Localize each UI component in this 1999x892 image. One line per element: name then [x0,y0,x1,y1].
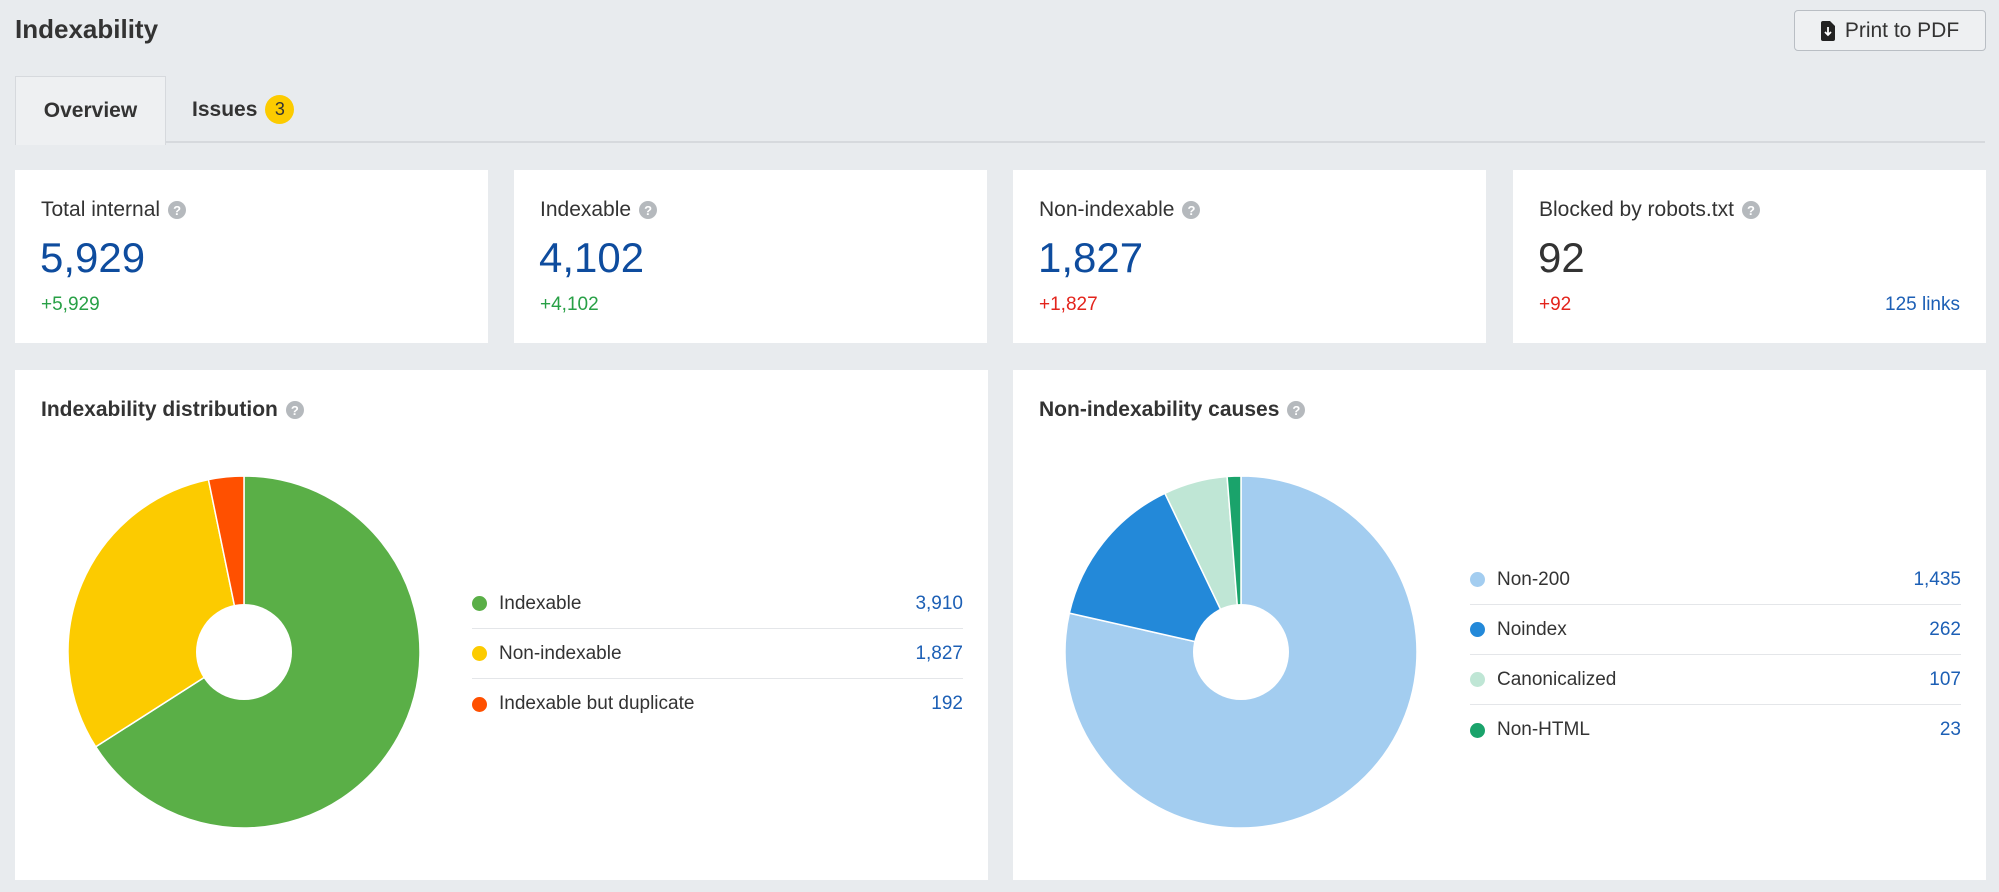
card-value[interactable]: 5,929 [40,234,146,281]
legend-value[interactable]: 1,827 [915,642,963,664]
legend-value[interactable]: 3,910 [915,592,963,614]
legend-value[interactable]: 107 [1929,668,1961,690]
card-label: Indexable [540,198,632,221]
legend-dot [472,696,487,712]
legend-dot [1470,572,1485,587]
help-icon[interactable]: ? [1182,201,1201,219]
help-icon[interactable]: ? [285,401,304,419]
legend-dot [472,646,487,661]
panel-title: Non-indexability causes [1039,398,1280,421]
card-value: 92 [1538,234,1585,281]
legend-label: Non-indexable [499,642,622,664]
legend-value[interactable]: 262 [1929,618,1961,640]
card-total-internal: Total internal? 5,929 +5,929 [15,170,488,343]
indexability-pie [67,475,421,829]
card-delta: +1,827 [1039,294,1098,315]
file-download-icon [1820,20,1835,41]
legend-item: Canonicalized 107 [1470,655,1961,705]
card-blocked-by-robots: Blocked by robots.txt? 92 +92 125 links [1513,170,1986,343]
legend-label: Noindex [1497,618,1567,640]
legend-label: Canonicalized [1497,668,1617,690]
card-non-indexable: Non-indexable? 1,827 +1,827 [1013,170,1486,343]
legend-label: Non-HTML [1497,719,1590,740]
issues-count-badge: 3 [265,95,295,124]
card-value[interactable]: 1,827 [1038,234,1144,281]
donut-hole [196,604,292,700]
indexability-legend: Indexable 3,910 Non-indexable 1,827 Indexabl… [472,579,963,729]
legend-item: Indexable 3,910 [472,579,963,629]
panel-title: Indexability distribution [41,398,278,421]
card-delta: +92 [1539,294,1572,315]
legend-item: Non-HTML 23 [1470,705,1961,755]
non-indexability-legend: Non-200 1,435 Noindex 262 Canonicalized 107 No… [1470,555,1961,755]
donut-hole [1193,604,1289,700]
card-label: Non-indexable [1039,198,1175,221]
legend-label: Indexable [499,592,582,614]
tab-overview-label: Overview [43,99,138,122]
legend-dot [472,596,487,611]
card-label: Blocked by robots.txt [1539,198,1734,221]
tab-bar: Overview Issues 3 [15,76,1985,145]
tab-issues-label: Issues [192,97,258,121]
page-title: Indexability [15,14,159,44]
non-indexability-pie [1064,475,1418,829]
help-icon[interactable]: ? [639,201,658,219]
pie-slice-noindex[interactable] [1068,492,1243,654]
legend-item: Non-indexable 1,827 [472,629,963,679]
legend-dot [1470,622,1485,637]
print-to-pdf-button[interactable]: Print to PDF [1794,10,1986,51]
indexability-distribution-panel: Indexability distribution? Indexable 3,91… [15,370,988,880]
legend-item: Noindex 262 [1470,605,1961,655]
help-icon[interactable]: ? [168,201,187,219]
legend-item: Indexable but duplicate 192 [472,679,963,729]
card-delta: +4,102 [540,294,599,315]
legend-dot [1470,672,1485,687]
legend-label: Indexable but duplicate [499,693,695,714]
pie-slice-non-indexable[interactable] [67,478,245,748]
legend-value[interactable]: 192 [931,693,963,714]
card-value[interactable]: 4,102 [539,234,645,281]
legend-label: Non-200 [1497,568,1570,590]
tab-overview[interactable]: Overview [15,76,166,145]
legend-value[interactable]: 23 [1939,719,1961,740]
card-delta: +5,929 [41,294,100,315]
card-label: Total internal [41,198,161,221]
print-to-pdf-label: Print to PDF [1844,18,1960,42]
card-indexable: Indexable? 4,102 +4,102 [514,170,987,343]
help-icon[interactable]: ? [1287,401,1306,419]
blocked-links-link[interactable]: 125 links [1885,294,1960,315]
help-icon[interactable]: ? [1741,201,1760,219]
legend-dot [1470,722,1485,738]
non-indexability-causes-panel: Non-indexability causes? Non-200 1,435 Noi… [1013,370,1986,880]
legend-item: Non-200 1,435 [1470,555,1961,605]
tab-issues[interactable]: Issues 3 [192,76,295,143]
legend-value[interactable]: 1,435 [1913,568,1961,590]
